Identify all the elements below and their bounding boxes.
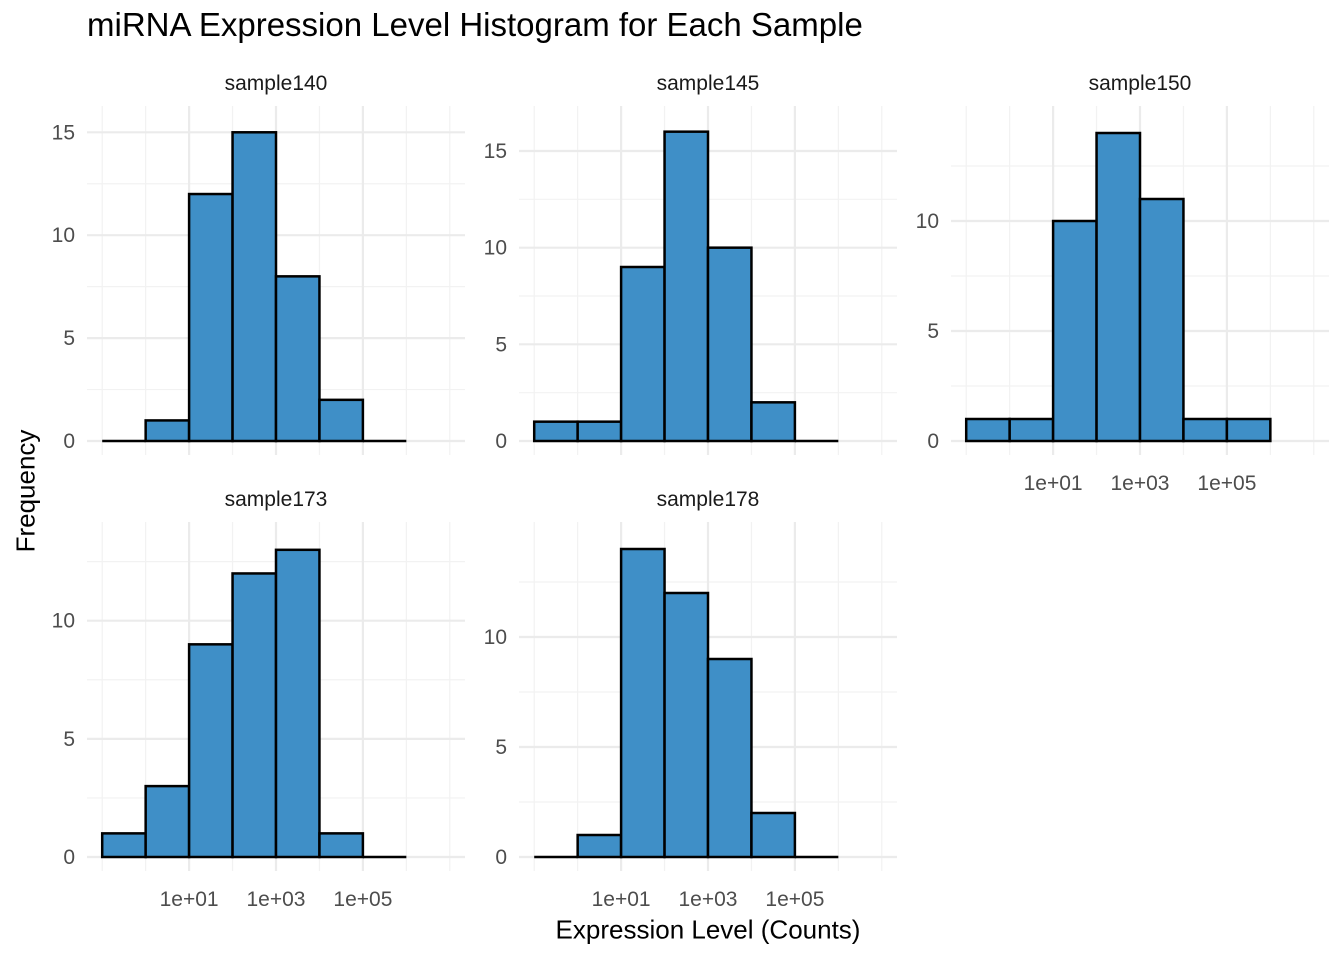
histogram-bar [1051,219,1098,443]
y-tick-label: 5 [495,736,507,759]
x-tick-label: 1e+05 [765,888,824,911]
histogram-bar [663,130,710,443]
histogram-bar [144,784,191,859]
histogram-bar [964,417,1011,443]
histogram-bar [1182,417,1229,443]
x-tick-label: 1e+03 [1111,472,1170,495]
y-tick-label: 15 [484,140,507,163]
histogram-bar [619,547,666,859]
panel-title: sample145 [657,72,760,95]
x-tick-label: 1e+01 [1024,472,1083,495]
histogram-bar [1095,131,1142,443]
chart-title: miRNA Expression Level Histogram for Eac… [87,6,863,43]
y-tick-label: 15 [52,121,75,144]
x-tick-label: 1e+03 [247,888,306,911]
panel-title: sample178 [657,488,760,511]
histogram-bar [231,572,278,859]
histogram-bar [750,401,797,443]
histogram-bar [576,420,623,443]
x-tick-label: 1e+01 [592,888,651,911]
x-tick-label: 1e+05 [333,888,392,911]
histogram-bar [706,246,753,443]
x-tick-label: 1e+03 [679,888,738,911]
y-tick-label: 0 [927,430,939,453]
y-tick-label: 5 [495,333,507,356]
panel-title: sample140 [225,72,328,95]
y-tick-label: 5 [927,320,939,343]
y-tick-label: 0 [495,846,507,869]
histogram-bar [318,398,365,443]
histogram-bar [100,832,147,859]
y-tick-label: 5 [63,327,75,350]
x-axis-label: Expression Level (Counts) [555,914,861,945]
histogram-bar [706,657,753,859]
histogram-bar [619,265,666,443]
x-tick-label: 1e+05 [1197,472,1256,495]
y-tick-label: 0 [495,430,507,453]
histogram-bar [663,591,710,859]
histogram-bar [532,420,579,443]
histogram-bar [274,548,321,859]
y-tick-label: 10 [484,626,507,649]
panel-title: sample173 [225,488,328,511]
histogram-bar [576,833,623,859]
y-tick-label: 10 [484,237,507,260]
histogram-bar [1225,417,1272,443]
y-tick-label: 10 [916,210,939,233]
histogram-bar [274,275,321,443]
y-tick-label: 5 [63,728,75,751]
histogram-bar [1008,417,1055,443]
x-tick-label: 1e+01 [160,888,219,911]
histogram-bar [318,832,365,859]
histogram-bar [187,192,234,443]
panel-title: sample150 [1089,72,1192,95]
histogram-bar [144,419,191,443]
y-tick-label: 0 [63,430,75,453]
y-tick-label: 0 [63,846,75,869]
y-tick-label: 10 [52,610,75,633]
histogram-bar [187,643,234,859]
histogram-bar [231,131,278,443]
y-tick-label: 10 [52,224,75,247]
histogram-bar [1138,197,1185,443]
histogram-bar [750,811,797,859]
